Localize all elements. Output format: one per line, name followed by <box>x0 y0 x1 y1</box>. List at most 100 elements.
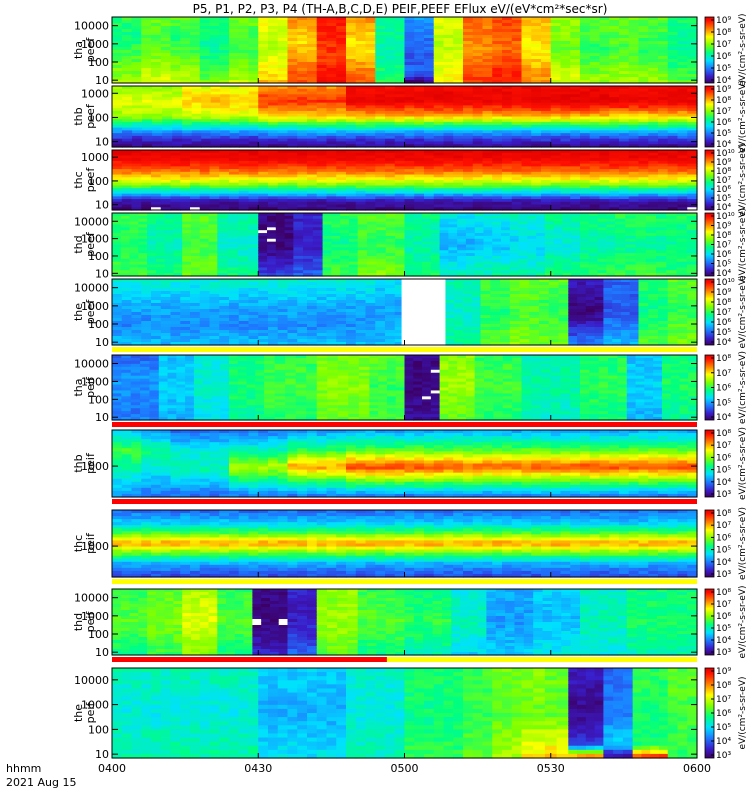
heatmap-cell <box>248 71 259 75</box>
heatmap-cell <box>277 41 289 45</box>
heatmap-cell <box>570 133 581 137</box>
heatmap-cell <box>132 127 143 131</box>
heatmap-cell <box>336 116 347 120</box>
heatmap-cell <box>599 71 610 75</box>
heatmap-cell <box>121 201 133 206</box>
heatmap-cell <box>160 44 172 48</box>
heatmap-cell <box>521 53 532 57</box>
heatmap-cell <box>492 74 503 78</box>
heatmap-cell <box>541 23 552 27</box>
heatmap-cell <box>112 193 123 197</box>
heatmap-cell <box>162 138 173 143</box>
heatmap-cell <box>492 91 503 95</box>
heatmap-cell <box>112 29 123 33</box>
heatmap-cell <box>404 68 415 72</box>
heatmap-cell <box>248 188 259 192</box>
heatmap-cell <box>326 150 337 154</box>
heatmap-cell <box>172 116 183 120</box>
heatmap-cell <box>511 71 523 75</box>
heatmap-cell <box>511 29 523 33</box>
heatmap-cell <box>258 77 269 81</box>
heatmap-cell <box>677 59 688 63</box>
heatmap-cell <box>531 135 542 140</box>
heatmap-cell <box>355 127 367 131</box>
heatmap-cell <box>658 113 669 118</box>
heatmap-cell <box>355 155 367 159</box>
heatmap-cell <box>472 113 484 118</box>
heatmap-cell <box>219 65 230 69</box>
heatmap-cell <box>307 38 318 42</box>
heatmap-cell <box>414 141 425 145</box>
heatmap-cell <box>152 94 163 98</box>
heatmap-cell <box>209 201 220 206</box>
heatmap-cell <box>182 133 193 137</box>
heatmap-cell <box>531 88 542 93</box>
heatmap-cell <box>550 17 562 21</box>
heatmap-cell <box>580 20 591 24</box>
heatmap-cell <box>628 35 640 39</box>
heatmap-cell <box>648 110 659 115</box>
heatmap-cell <box>443 102 454 107</box>
heatmap-cell <box>424 59 435 63</box>
heatmap-cell <box>492 26 503 30</box>
heatmap-cell <box>297 196 308 200</box>
heatmap-cell <box>277 185 289 189</box>
heatmap-cell <box>463 144 474 148</box>
heatmap-cell <box>424 41 435 45</box>
heatmap-cell <box>550 77 562 81</box>
y-tick-label: 100 <box>88 56 109 69</box>
heatmap-cell <box>453 116 464 120</box>
heatmap-cell <box>142 116 153 120</box>
heatmap-cell <box>209 155 220 159</box>
heatmap-cell <box>307 50 318 54</box>
heatmap-cell <box>472 144 484 148</box>
heatmap-cell <box>229 113 240 118</box>
heatmap-cell <box>463 124 474 129</box>
heatmap-cell <box>677 99 688 104</box>
heatmap-cell <box>121 23 133 27</box>
heatmap-cell <box>599 17 610 21</box>
heatmap-cell <box>355 116 367 120</box>
heatmap-cell <box>658 59 669 63</box>
heatmap-cell <box>132 108 143 112</box>
heatmap-cell <box>550 62 562 66</box>
heatmap-cell <box>199 185 211 189</box>
heatmap-cell <box>277 35 289 39</box>
heatmap-cell <box>190 174 201 178</box>
heatmap-cell <box>248 138 259 143</box>
heatmap-cell <box>482 113 493 118</box>
heatmap-cell <box>316 150 328 154</box>
heatmap-cell <box>316 133 328 137</box>
heatmap-cell <box>580 119 591 123</box>
heatmap-cell <box>385 138 396 143</box>
heatmap-cell <box>531 86 542 90</box>
heatmap-cell <box>648 41 659 45</box>
heatmap-cell <box>580 99 591 104</box>
heatmap-cell <box>365 193 376 197</box>
heatmap-cell <box>258 171 269 176</box>
heatmap-cell <box>609 119 620 123</box>
heatmap-cell <box>132 113 143 118</box>
heatmap-cell <box>658 88 669 93</box>
heatmap-cell <box>502 47 513 51</box>
heatmap-cell <box>229 196 240 200</box>
heatmap-cell <box>180 59 191 63</box>
heatmap-cell <box>482 17 493 21</box>
heatmap-cell <box>589 56 601 60</box>
heatmap-cell <box>258 207 269 211</box>
heatmap-cell <box>160 38 172 42</box>
heatmap-cell <box>160 196 172 200</box>
heatmap-cell <box>375 122 386 126</box>
heatmap-cell <box>492 29 503 33</box>
heatmap-cell <box>336 122 347 126</box>
heatmap-cell <box>599 127 610 131</box>
heatmap-cell <box>560 138 571 143</box>
heatmap-cell <box>648 65 659 69</box>
heatmap-cell <box>180 174 191 178</box>
heatmap-cell <box>502 41 513 45</box>
heatmap-cell <box>443 80 454 84</box>
heatmap-cell <box>229 144 240 148</box>
heatmap-cell <box>667 141 679 145</box>
heatmap-cell <box>112 163 123 167</box>
heatmap-cell <box>172 133 183 137</box>
